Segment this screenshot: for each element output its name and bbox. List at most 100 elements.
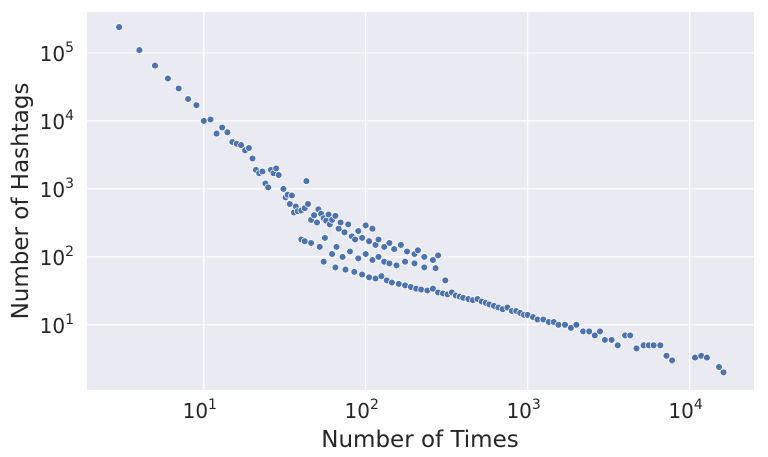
y-tick-label: 103 xyxy=(40,176,74,202)
x-axis-label: Number of Times xyxy=(321,427,518,453)
x-tick-label: 104 xyxy=(668,397,702,423)
data-point xyxy=(572,321,581,329)
data-point xyxy=(397,241,405,249)
y-tick-label: 104 xyxy=(40,108,74,134)
y-tick-labels: 101 102 103 104 105 xyxy=(40,40,74,338)
data-point xyxy=(340,228,349,237)
data-point xyxy=(223,128,232,137)
data-point xyxy=(300,237,309,245)
data-point xyxy=(662,352,671,360)
data-point xyxy=(288,191,296,200)
y-tick-label: 105 xyxy=(40,40,74,66)
data-point xyxy=(331,263,340,272)
data-point xyxy=(601,336,609,344)
data-point xyxy=(304,200,312,208)
data-point xyxy=(151,61,159,70)
x-tick-labels: 101 102 103 104 xyxy=(183,397,703,423)
data-point xyxy=(715,363,723,371)
data-point xyxy=(380,243,388,251)
data-point xyxy=(258,167,267,176)
data-point xyxy=(377,272,386,280)
data-point xyxy=(302,177,311,185)
data-point xyxy=(365,237,373,245)
data-point xyxy=(361,250,370,258)
x-tick-label: 102 xyxy=(345,397,379,423)
data-point xyxy=(561,321,569,329)
data-point xyxy=(719,368,728,377)
y-axis-label: Number of Hashtags xyxy=(8,83,34,320)
data-point xyxy=(328,250,336,258)
data-point xyxy=(245,144,253,152)
data-point xyxy=(434,251,442,260)
data-point xyxy=(338,253,347,261)
x-tick-label: 101 xyxy=(183,397,217,423)
data-point xyxy=(212,129,221,138)
data-point xyxy=(420,253,429,261)
data-point xyxy=(429,256,437,264)
data-point xyxy=(410,259,419,268)
data-point xyxy=(365,273,373,282)
data-point xyxy=(613,341,622,350)
data-point xyxy=(313,218,321,227)
plot-background xyxy=(87,12,754,390)
data-point xyxy=(368,256,377,264)
data-point xyxy=(431,264,440,272)
data-point xyxy=(368,224,377,233)
data-point xyxy=(632,344,641,353)
data-point xyxy=(417,285,425,294)
data-point xyxy=(626,331,634,340)
data-point xyxy=(279,185,288,193)
data-point xyxy=(414,246,422,255)
data-point xyxy=(358,270,366,279)
data-point xyxy=(668,356,676,365)
data-point xyxy=(346,247,354,256)
x-tick-label: 103 xyxy=(506,397,540,423)
data-point xyxy=(319,257,328,266)
data-point xyxy=(374,235,383,244)
data-point xyxy=(351,235,359,244)
data-points xyxy=(115,23,728,377)
data-point xyxy=(218,123,226,132)
data-point xyxy=(272,164,280,173)
data-point xyxy=(274,171,283,179)
data-point xyxy=(649,341,658,350)
data-point xyxy=(248,154,257,163)
data-point xyxy=(310,211,318,219)
data-point xyxy=(420,263,429,272)
data-point xyxy=(206,115,215,124)
data-point xyxy=(390,245,398,253)
data-point xyxy=(350,268,359,276)
data-point xyxy=(354,227,363,235)
grid-lines xyxy=(87,12,754,390)
data-point xyxy=(591,331,599,340)
data-point xyxy=(200,117,208,125)
data-point xyxy=(315,243,324,251)
data-point xyxy=(332,243,341,251)
data-point xyxy=(358,234,366,242)
data-point xyxy=(361,221,370,230)
data-point xyxy=(385,239,394,247)
y-tick-label: 101 xyxy=(40,312,74,338)
data-point xyxy=(341,265,350,274)
data-point xyxy=(344,220,352,229)
data-point xyxy=(585,327,593,336)
data-point xyxy=(115,23,123,31)
data-point xyxy=(385,259,394,268)
data-point xyxy=(237,141,245,149)
data-point xyxy=(607,336,616,344)
data-point xyxy=(401,257,409,266)
data-point xyxy=(321,234,329,242)
data-point xyxy=(656,341,665,350)
data-point xyxy=(392,261,401,270)
data-point xyxy=(135,46,144,54)
data-point xyxy=(192,101,201,109)
data-point xyxy=(395,280,403,288)
data-point xyxy=(596,327,604,336)
data-point xyxy=(264,183,272,192)
data-point xyxy=(331,212,340,220)
data-point xyxy=(307,239,315,247)
y-tick-label: 102 xyxy=(40,244,74,270)
data-point xyxy=(403,247,411,256)
data-point xyxy=(554,321,563,329)
